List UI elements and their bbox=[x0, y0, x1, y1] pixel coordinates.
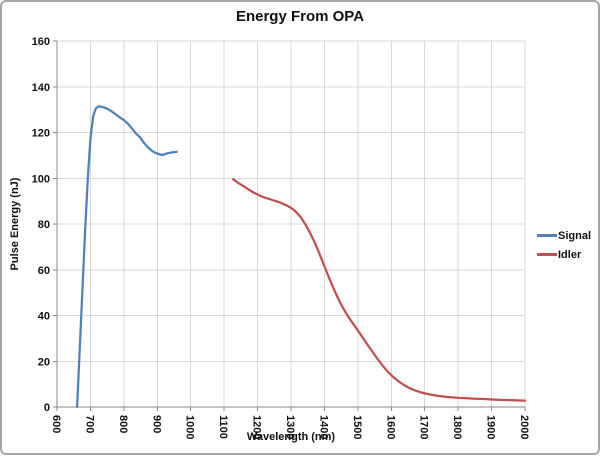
x-tick-label: 1600 bbox=[384, 415, 396, 439]
x-tick-label: 700 bbox=[83, 415, 95, 433]
legend-item-label: Idler bbox=[558, 248, 582, 261]
legend: Signal Idler bbox=[537, 226, 591, 264]
x-tick-label: 600 bbox=[50, 415, 62, 433]
y-tick-label: 120 bbox=[32, 128, 50, 140]
x-tick-label: 1700 bbox=[418, 415, 430, 439]
y-tick-label: 0 bbox=[44, 402, 50, 414]
x-tick-label: 1100 bbox=[217, 415, 229, 439]
legend-item-idler: Idler bbox=[537, 245, 591, 264]
legend-line-swatch bbox=[537, 253, 557, 256]
x-tick-label: 1800 bbox=[451, 415, 463, 439]
y-axis-title: Pulse Energy (nJ) bbox=[9, 177, 21, 271]
y-tick-label: 100 bbox=[32, 173, 50, 185]
y-tick-label: 20 bbox=[38, 356, 50, 368]
x-tick-label: 1000 bbox=[184, 415, 196, 439]
x-axis-title: Wavelength (nm) bbox=[246, 431, 336, 443]
x-tick-label: 1200 bbox=[251, 415, 263, 439]
x-tick-label: 900 bbox=[150, 415, 162, 433]
x-tick-label: 1300 bbox=[284, 415, 296, 439]
y-tick-label: 80 bbox=[38, 219, 50, 231]
y-tick-label: 140 bbox=[32, 82, 50, 94]
chart-title: Energy From OPA bbox=[235, 8, 365, 25]
legend-item-signal: Signal bbox=[537, 226, 591, 245]
chart-frame bbox=[0, 0, 600, 455]
y-tick-label: 60 bbox=[38, 265, 50, 277]
x-tick-label: 1400 bbox=[317, 415, 329, 439]
series-line-idler bbox=[232, 178, 527, 402]
x-tick-label: 1500 bbox=[351, 415, 363, 439]
series-line-signal bbox=[75, 105, 178, 409]
x-tick-label: 2000 bbox=[518, 415, 530, 439]
plot-svg: 0 20 40 60 80 100 120 140 160 600 700 800 900 1000 110… bbox=[32, 36, 530, 439]
legend-item-label: Signal bbox=[558, 229, 592, 242]
legend-line-swatch bbox=[537, 234, 557, 237]
y-tick-label: 160 bbox=[32, 36, 50, 48]
y-tick-label: 40 bbox=[38, 311, 50, 323]
x-tick-label: 800 bbox=[117, 415, 129, 433]
x-tick-label: 1900 bbox=[485, 415, 497, 439]
